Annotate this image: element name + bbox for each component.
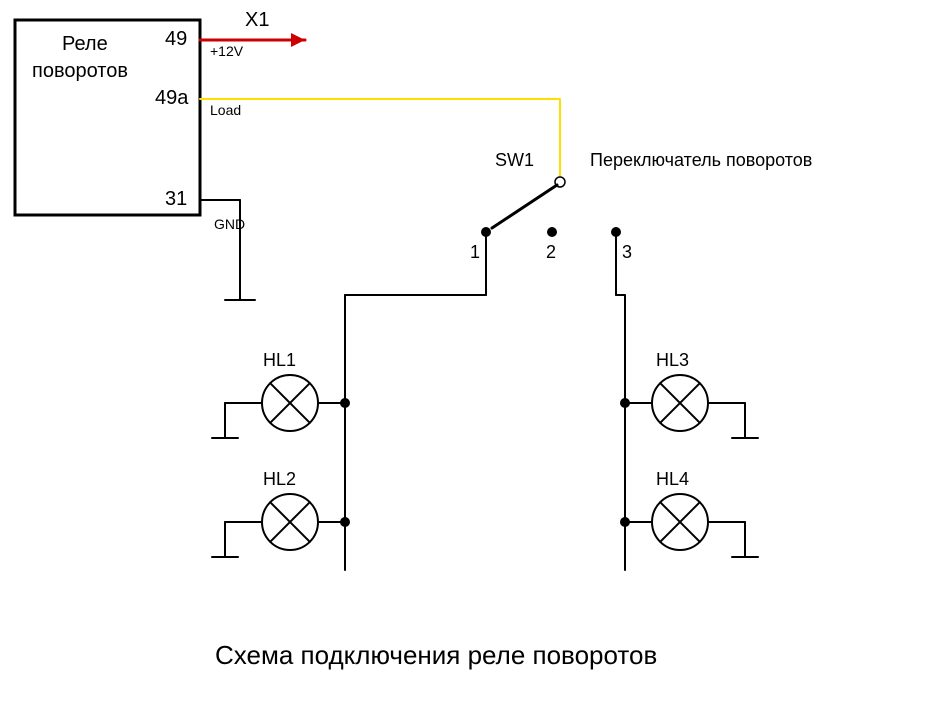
x1-label: X1 <box>245 9 269 32</box>
switch-desc-label: Переключатель поворотов <box>590 150 812 171</box>
sw-pos2-label: 2 <box>546 242 556 263</box>
hl1-label: HL1 <box>263 350 296 371</box>
hl4-label: HL4 <box>656 469 689 490</box>
title-label: Схема подключения реле поворотов <box>215 640 657 671</box>
sw-pos3-label: 3 <box>622 242 632 263</box>
hl3-label: HL3 <box>656 350 689 371</box>
sw1-label: SW1 <box>495 150 534 171</box>
pin-49a-label: 49a <box>155 87 188 110</box>
plus12v-label: +12V <box>210 43 243 59</box>
load-label: Load <box>210 102 241 118</box>
pin-49-label: 49 <box>165 28 187 51</box>
relay-label-1: Реле <box>62 33 108 56</box>
relay-label-2: поворотов <box>32 60 128 83</box>
circuit-diagram <box>0 0 945 709</box>
sw-pos1-label: 1 <box>470 242 480 263</box>
pin-31-label: 31 <box>165 188 187 211</box>
hl2-label: HL2 <box>263 469 296 490</box>
gnd-label: GND <box>214 216 245 232</box>
